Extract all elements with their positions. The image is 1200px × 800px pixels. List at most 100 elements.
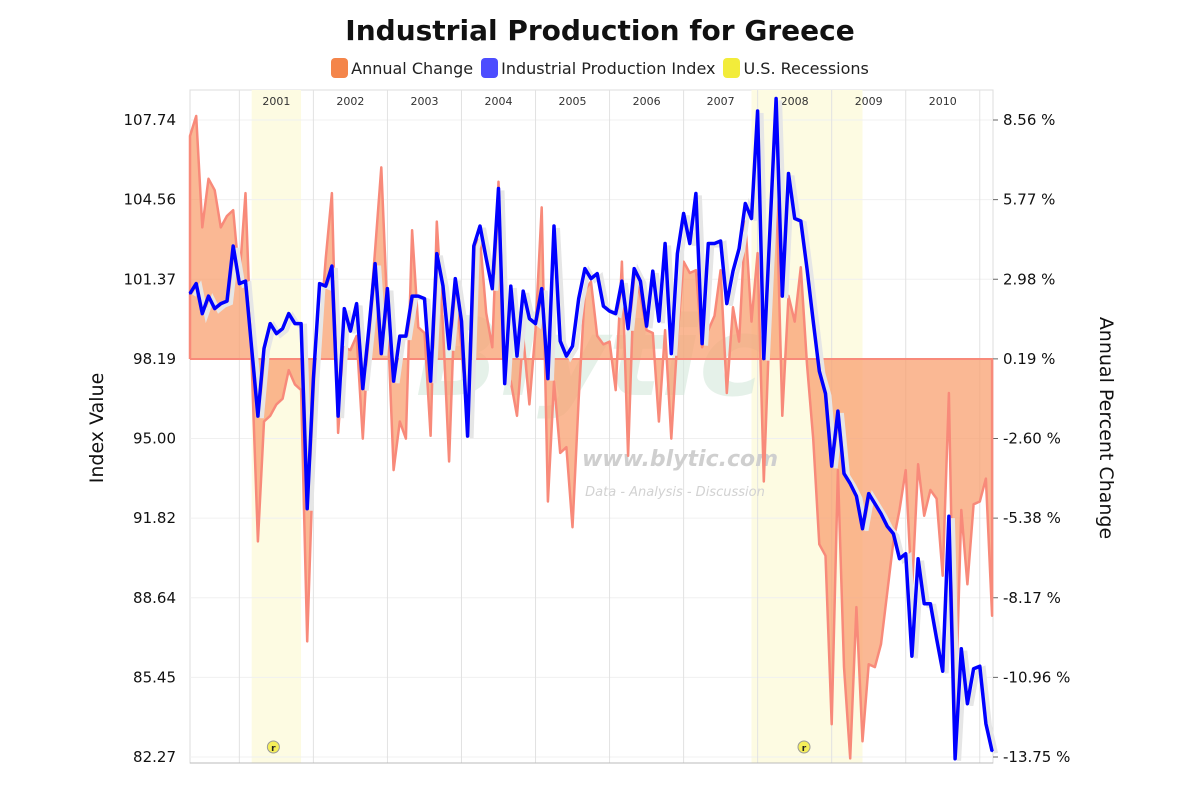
index-point <box>608 310 611 313</box>
annual-change-point <box>331 192 333 194</box>
index-point <box>812 320 815 323</box>
annual-change-point <box>423 332 426 334</box>
index-point <box>219 302 222 305</box>
annual-change-point <box>793 320 796 323</box>
annual-change-point <box>596 335 599 337</box>
legend: Annual Change Industrial Production Inde… <box>0 58 1200 78</box>
annual-change-point <box>577 397 580 400</box>
index-point <box>293 322 296 325</box>
index-point <box>787 172 790 175</box>
index-point <box>843 472 846 475</box>
index-point <box>503 382 506 385</box>
annual-change-point <box>781 415 784 417</box>
annual-change-point <box>244 192 247 194</box>
index-point <box>417 295 420 298</box>
index-point <box>898 557 901 560</box>
index-point <box>516 355 519 358</box>
legend-item-index[interactable]: Industrial Production Index <box>481 58 715 78</box>
index-point <box>478 225 481 228</box>
index-point <box>818 370 821 373</box>
index-point <box>189 292 191 295</box>
index-point <box>374 262 377 265</box>
index-point <box>269 322 272 325</box>
index-point <box>670 352 673 355</box>
index-point <box>429 380 432 383</box>
annual-change-point <box>874 666 876 668</box>
index-point <box>263 347 266 350</box>
annual-change-point <box>559 452 561 454</box>
index-point <box>935 637 938 640</box>
index-point <box>904 552 907 555</box>
legend-item-annual-change[interactable]: Annual Change <box>331 58 473 78</box>
index-point <box>392 380 395 383</box>
index-point <box>300 322 303 325</box>
index-point <box>676 252 679 255</box>
index-point <box>768 227 771 230</box>
index-point <box>207 295 210 298</box>
index-point <box>238 282 241 285</box>
annual-change-point <box>812 437 814 440</box>
index-point <box>281 327 284 330</box>
annual-change-point <box>324 257 327 260</box>
annual-change-point <box>960 509 963 511</box>
legend-item-recessions[interactable]: U.S. Recessions <box>723 58 869 78</box>
annual-change-point <box>658 420 660 423</box>
annual-change-point <box>602 343 605 346</box>
annual-change-point <box>651 332 654 334</box>
index-point <box>411 295 414 298</box>
annual-change-point <box>701 346 703 349</box>
recession-marker-label: r <box>271 744 276 754</box>
annual-change-point <box>725 392 728 394</box>
annual-change-point <box>207 178 210 180</box>
index-point <box>657 320 660 323</box>
index-point <box>571 345 574 348</box>
annual-change-point <box>528 403 531 406</box>
index-point <box>941 670 944 673</box>
right-tick-label: -8.17 % <box>1003 589 1061 607</box>
index-point <box>917 557 920 560</box>
index-point <box>367 327 370 330</box>
annual-change-point <box>837 469 839 471</box>
index-point <box>707 242 710 245</box>
annual-change-point <box>534 329 537 331</box>
annual-change-point <box>978 500 981 503</box>
index-point <box>534 322 537 325</box>
year-label: 2003 <box>410 95 438 108</box>
index-point <box>867 492 870 495</box>
annual-change-point <box>867 663 870 666</box>
index-point <box>256 415 259 418</box>
index-point <box>491 287 494 290</box>
year-label: 2007 <box>707 95 735 108</box>
index-point <box>361 387 364 390</box>
index-point <box>910 655 913 658</box>
annual-change-point <box>756 252 759 254</box>
index-point <box>627 327 630 330</box>
annual-change-point <box>886 592 889 594</box>
annual-change-point <box>442 326 444 329</box>
index-point <box>954 757 957 760</box>
year-label: 2008 <box>781 95 809 108</box>
index-point <box>824 392 827 395</box>
annual-change-point <box>571 526 574 528</box>
annual-change-point <box>516 415 518 417</box>
index-point <box>244 280 247 283</box>
annual-change-point <box>843 666 845 668</box>
index-point <box>195 282 198 285</box>
annual-change-point <box>417 326 420 329</box>
index-point <box>349 330 352 333</box>
annual-change-point <box>590 280 592 283</box>
annual-change-point <box>898 509 901 511</box>
index-point <box>355 302 358 305</box>
annual-change-point <box>818 543 821 546</box>
annual-change-point <box>405 437 407 440</box>
index-point <box>806 267 808 270</box>
index-point <box>472 245 475 248</box>
annual-change-point <box>800 266 802 269</box>
index-point <box>423 297 426 300</box>
index-point <box>984 722 987 725</box>
annual-change-point <box>941 574 944 577</box>
index-point <box>614 312 617 315</box>
right-tick-label: -10.96 % <box>1003 668 1070 686</box>
index-point <box>546 377 549 380</box>
